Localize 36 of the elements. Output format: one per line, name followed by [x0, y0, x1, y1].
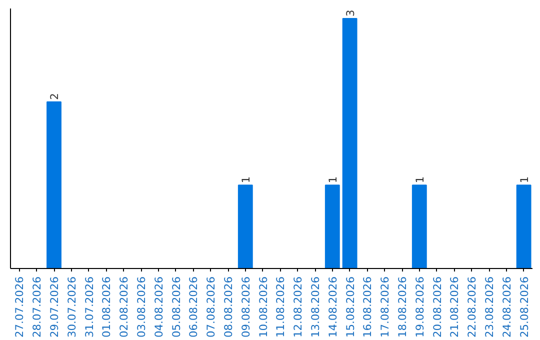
x-tick-label: 23.08.2026	[483, 276, 496, 338]
x-tick-label: 30.07.2026	[65, 276, 78, 338]
x-tick-label: 17.08.2026	[378, 276, 392, 338]
x-tick-label: 28.07.2026	[30, 276, 44, 338]
x-tick-label: 09.08.2026	[239, 276, 252, 338]
data-label: 2	[48, 93, 61, 100]
data-label: 3	[344, 10, 357, 16]
x-tick-label: 05.08.2026	[170, 276, 183, 338]
x-tick-label: 22.08.2026	[466, 276, 479, 338]
x-tick-label: 16.08.2026	[361, 276, 374, 338]
x-tick-label: 08.08.2026	[222, 276, 235, 338]
x-tick-label: 03.08.2026	[135, 276, 148, 338]
x-tick-label: 25.08.2026	[518, 276, 531, 338]
x-tick-label: 19.08.2026	[413, 276, 426, 338]
x-tick-label: 12.08.2026	[292, 276, 305, 338]
x-tick-label: 11.08.2026	[274, 276, 288, 338]
x-tick-label: 20.08.2026	[430, 276, 444, 338]
x-tick-label: 14.08.2026	[326, 276, 340, 338]
x-tick-label: 07.08.2026	[204, 276, 218, 338]
x-tick-label: 29.07.2026	[48, 276, 61, 338]
x-tick-label: 21.08.2026	[448, 276, 462, 338]
x-tick-label: 27.07.2026	[13, 276, 26, 338]
x-tick-label: 02.08.2026	[118, 276, 131, 338]
x-tick-label: 04.08.2026	[152, 276, 166, 338]
x-tick-label: 10.08.2026	[256, 276, 270, 338]
x-tick-label: 24.08.2026	[500, 276, 514, 338]
x-tick-label: 06.08.2026	[187, 276, 200, 338]
data-label: 1	[239, 176, 252, 184]
data-label: 1	[326, 176, 340, 184]
x-tick-label: 13.08.2026	[309, 276, 322, 338]
x-tick-label: 15.08.2026	[344, 276, 357, 338]
x-tick-label: 31.07.2026	[82, 276, 96, 338]
data-label: 1	[518, 176, 531, 184]
data-label: 1	[413, 176, 426, 184]
x-tick-label: 01.08.2026	[100, 276, 114, 338]
x-tick-label: 18.08.2026	[396, 276, 409, 338]
